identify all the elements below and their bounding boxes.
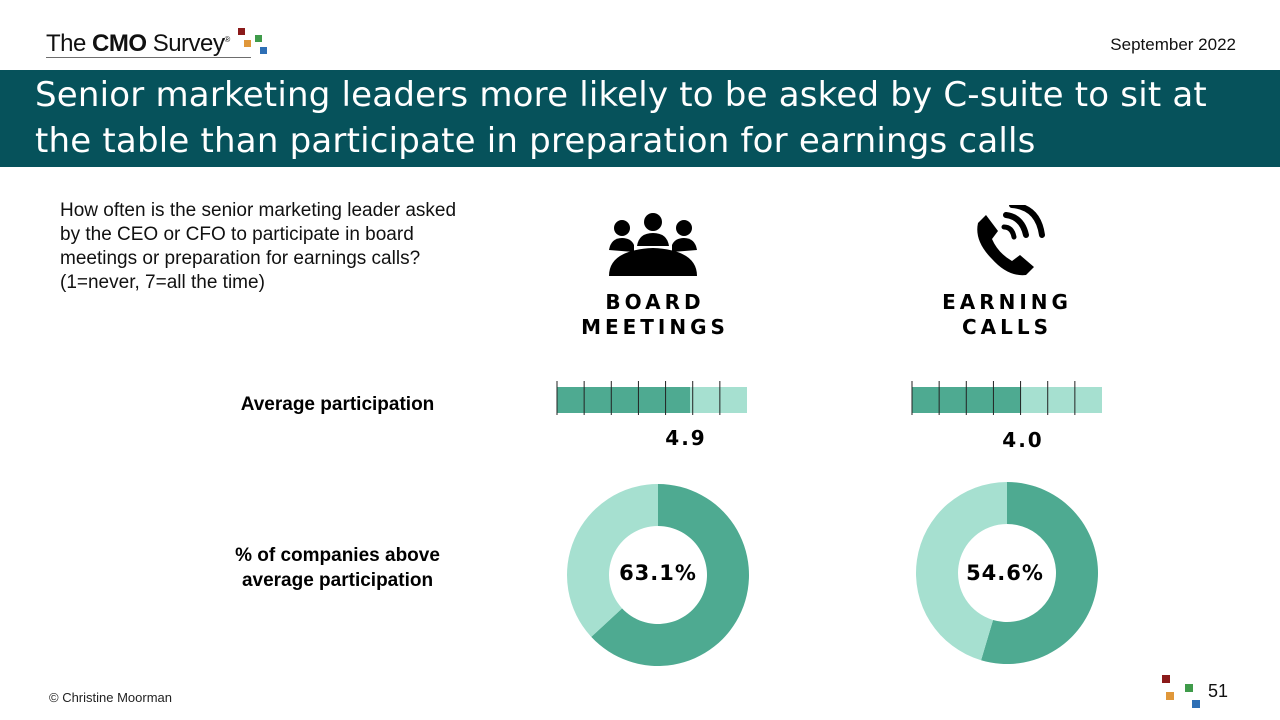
logo-text: The CMO Survey® [46,30,230,58]
logo-prefix: The [46,30,93,57]
logo-underline [46,57,251,58]
earning-calls-label-line1: EARNING [942,290,1072,314]
board-meetings-donut-slice-above [591,484,749,666]
report-date: September 2022 [1110,35,1236,54]
logo-square-green [255,35,262,42]
earning-calls-bar-chart [911,381,1102,415]
earning-calls-value-label: 4.0 [1002,428,1044,452]
copyright-text: © Christine Moorman [49,690,173,705]
logo-suffix: Survey [146,30,225,57]
logo-square-blue [260,47,267,54]
footer-square-blue [1192,700,1200,708]
percent-above-average-line2: average participation [241,570,434,591]
footer-square-green [1185,684,1193,692]
title-band: Senior marketing leaders more likely to … [0,70,1280,167]
earning-calls-label: EARNING CALLS [912,290,1102,340]
board-meetings-bar-fill [557,387,690,413]
board-meetings-bar-chart [556,381,747,415]
footer-squares-icon [1162,675,1200,708]
phone-icon [977,205,1045,276]
survey-question: How often is the senior marketing leader… [60,200,457,293]
earning-calls-donut [916,482,1098,664]
logo-bold: CMO [92,30,147,57]
earning-calls-donut-slice-below [916,482,1007,661]
board-meetings-donut-label: 63.1% [619,561,697,585]
slide-title: Senior marketing leaders more likely to … [35,75,1207,161]
earning-calls-donut-slice-above [981,482,1098,664]
logo-square-red [238,28,245,35]
board-meetings-value-label: 4.9 [665,426,707,450]
earning-calls-donut-label: 54.6% [966,561,1044,585]
percent-above-average-line1: % of companies above [235,545,440,566]
footer-square-orange [1166,692,1174,700]
average-participation-label: Average participation [240,394,435,415]
board-meetings-label-line2: MEETINGS [581,315,729,339]
board-meetings-label-line1: BOARD [605,290,705,314]
percent-above-average-label: % of companies above average participati… [200,543,475,593]
logo-square-orange [244,40,251,47]
page-number: 51 [1208,681,1229,701]
footer-square-red [1162,675,1170,683]
board-meetings-label: BOARD MEETINGS [560,290,750,340]
logo-registered: ® [224,35,230,44]
board-meetings-donut [567,484,749,666]
earning-calls-label-line2: CALLS [961,315,1053,339]
logo-squares-icon [238,28,267,54]
meeting-people-icon [609,213,697,276]
cmo-survey-logo: The CMO Survey® [46,26,286,60]
board-meetings-donut-slice-below [567,484,658,637]
